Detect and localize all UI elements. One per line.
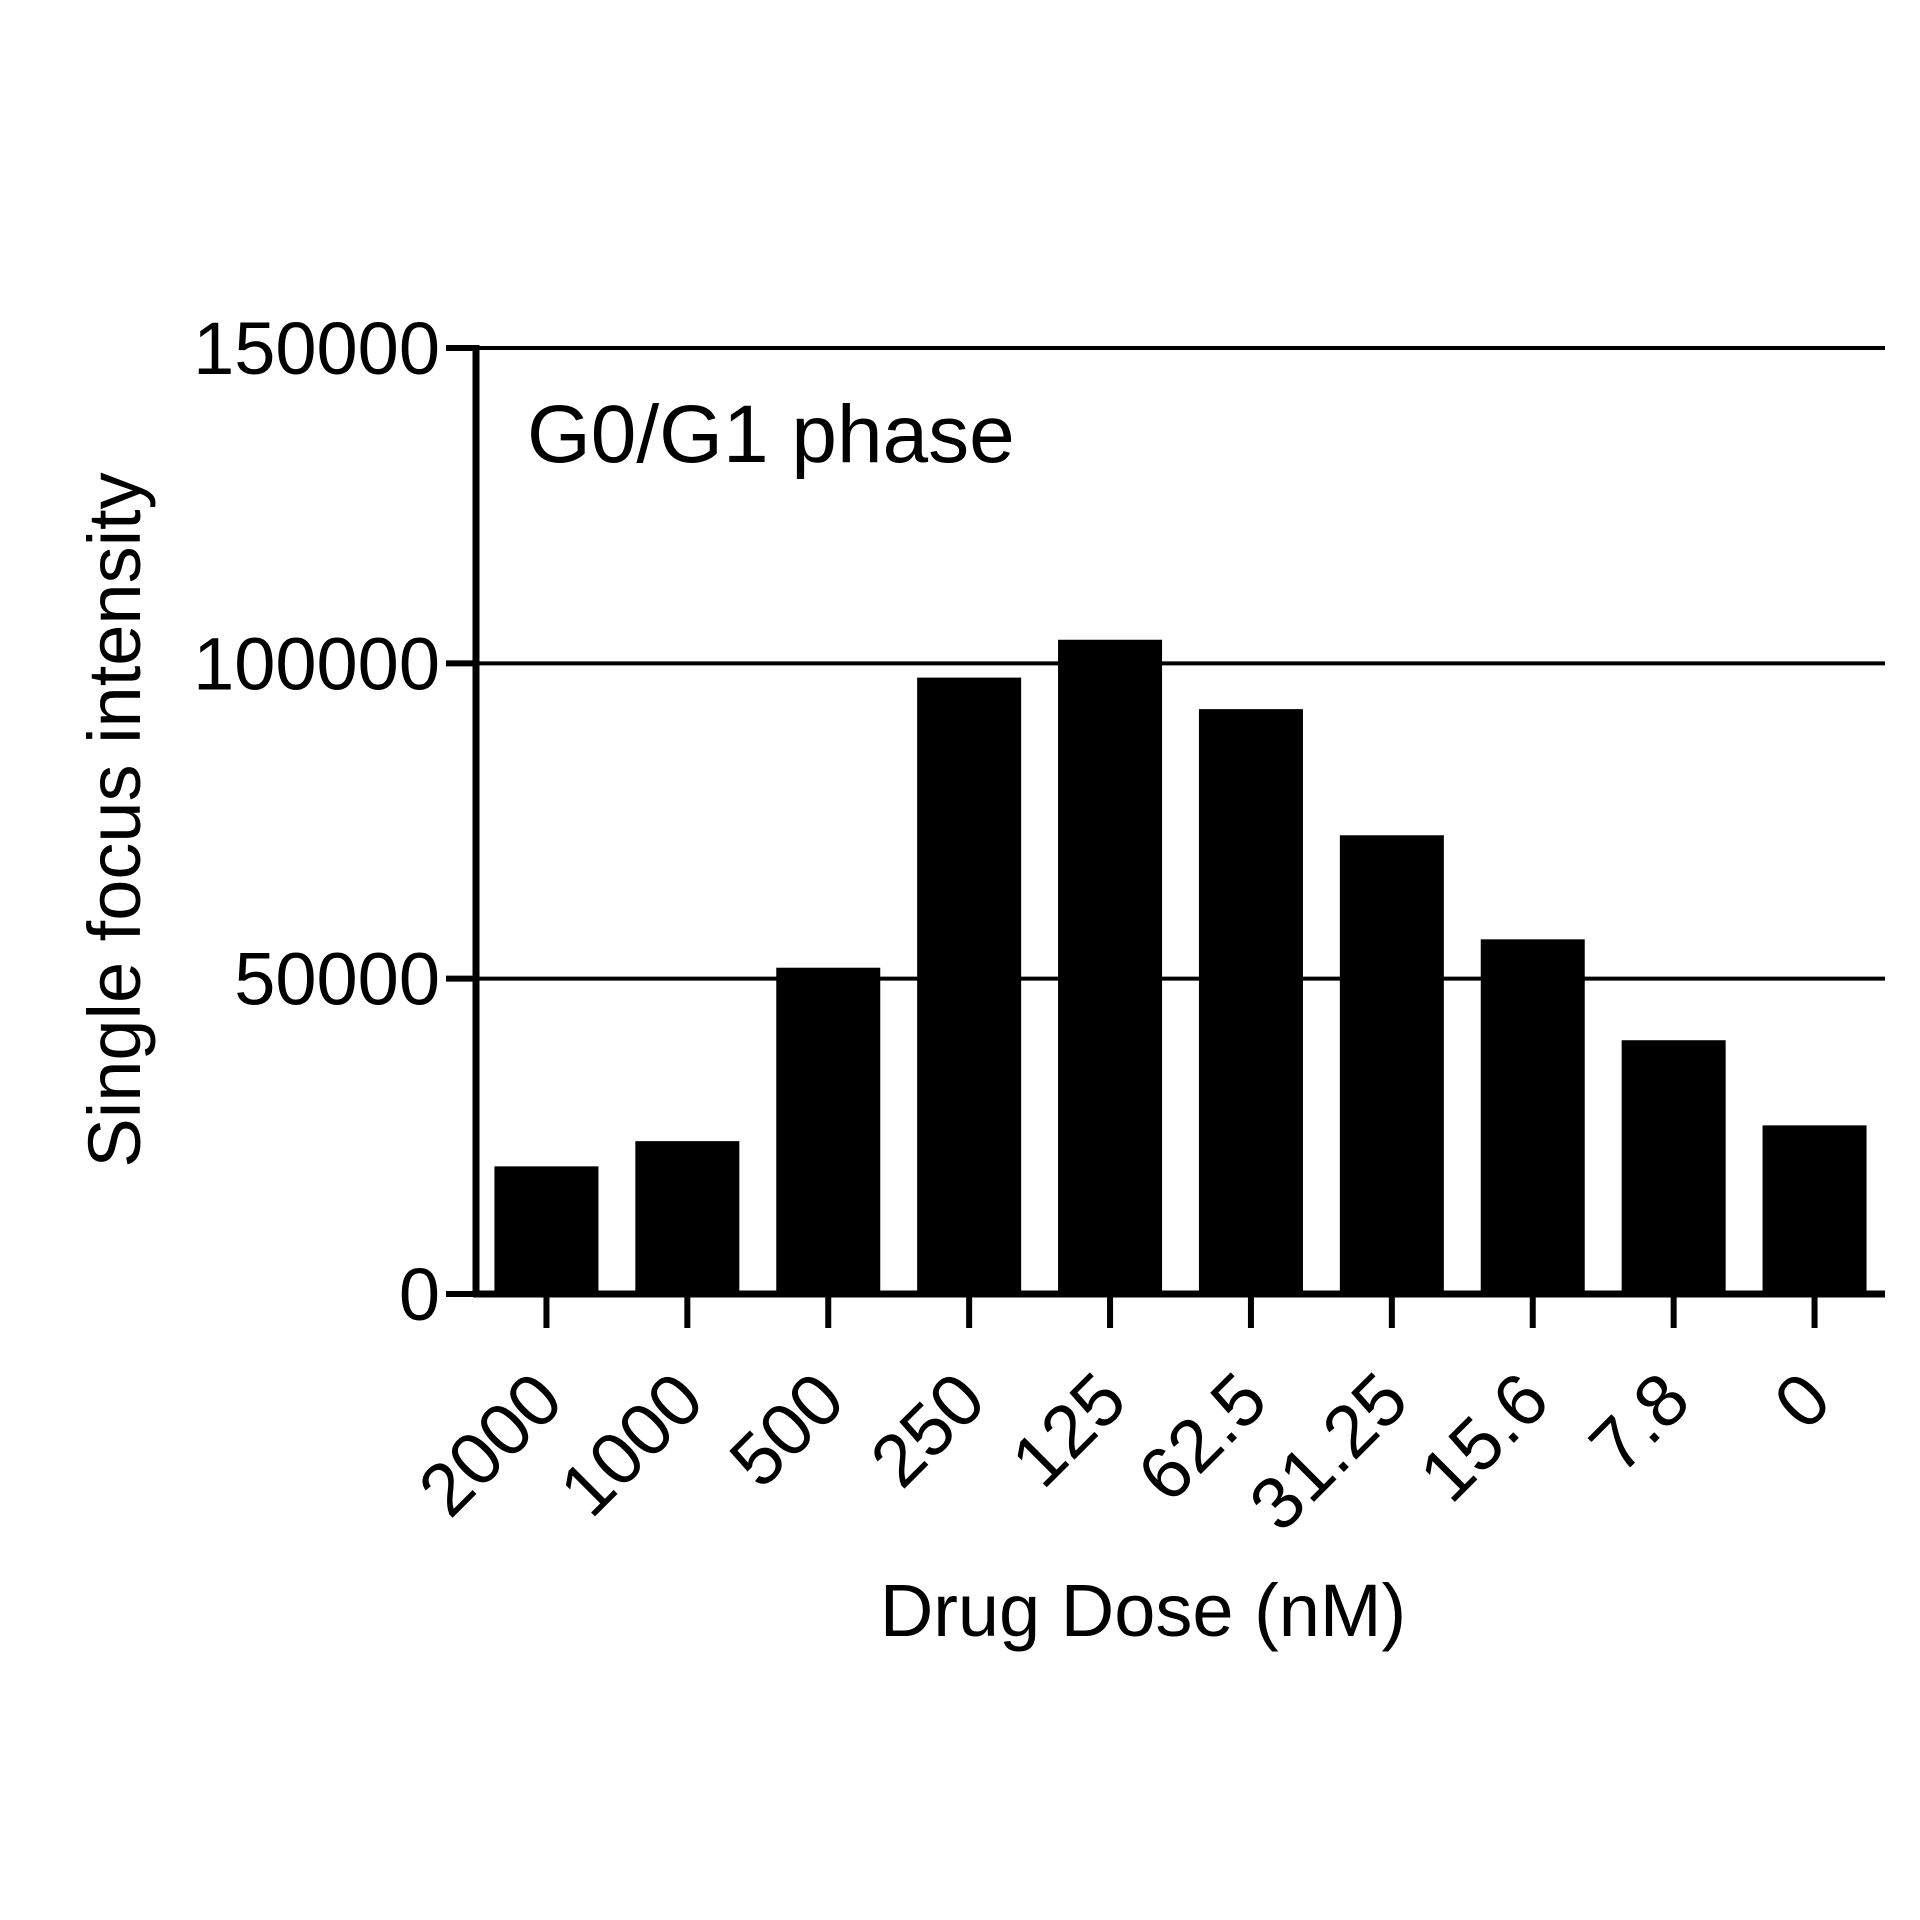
bar (917, 677, 1022, 1296)
x-tick-label: 15.6 (1404, 1357, 1565, 1518)
bar (1339, 835, 1444, 1296)
bar (635, 1141, 740, 1296)
axes (472, 345, 1885, 1298)
x-tick-label: 31.25 (1234, 1357, 1424, 1547)
x-tick-label: 0 (1758, 1357, 1846, 1445)
x-tick-label: 500 (714, 1357, 860, 1503)
y-tick-label: 100000 (193, 622, 440, 705)
x-tick-label: 7.8 (1574, 1357, 1705, 1488)
x-tick-label: 2000 (403, 1357, 578, 1532)
y-axis-ticks: 0 50000 100000 150000 (193, 307, 476, 1336)
bar (1058, 639, 1163, 1296)
bar (494, 1166, 599, 1296)
x-axis-label: Drug Dose (nM) (880, 1569, 1406, 1652)
bar (776, 967, 881, 1296)
bar (1198, 709, 1303, 1296)
x-tick-label: 1000 (544, 1357, 719, 1532)
y-tick-label: 50000 (234, 938, 440, 1021)
gridlines (476, 346, 1885, 981)
bar (1762, 1125, 1867, 1296)
x-tick-label: 125 (995, 1357, 1141, 1503)
bars (494, 639, 1867, 1296)
y-tick-label: 150000 (193, 307, 440, 390)
y-tick-label: 0 (399, 1253, 440, 1336)
bar (1480, 939, 1585, 1296)
x-tick-label: 250 (854, 1357, 1000, 1503)
y-axis-label: Single focus intensity (73, 472, 156, 1167)
bar (1621, 1040, 1726, 1296)
chart-annotation: G0/G1 phase (527, 389, 1015, 480)
